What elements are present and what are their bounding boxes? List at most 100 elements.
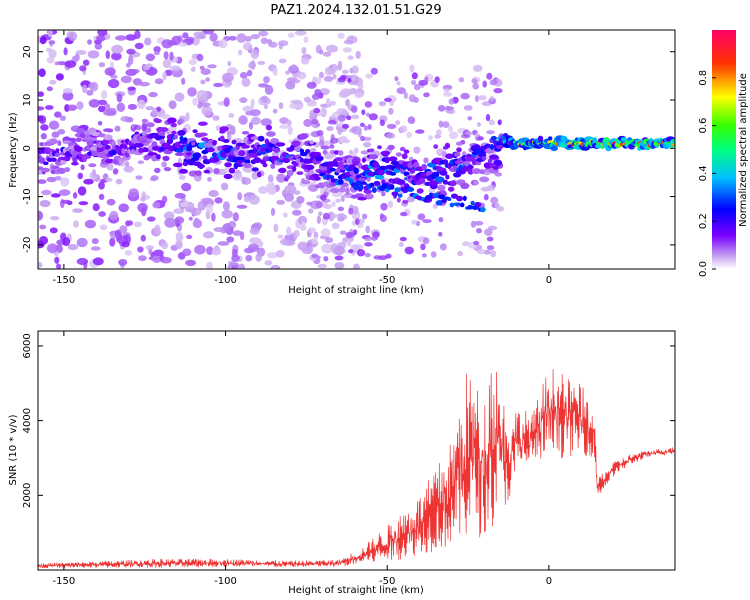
- heatmap-cell: [45, 105, 54, 110]
- heatmap-cell: [169, 65, 181, 71]
- heatmap-cell: [320, 194, 327, 201]
- snr-panel: -150 -100 -50 0 6000 4000 2000 Height of stra…: [8, 330, 676, 596]
- heatmap-cell: [317, 211, 323, 217]
- heatmap-cell: [222, 201, 230, 211]
- x-tick-label: -100: [214, 576, 237, 587]
- heatmap-cell: [476, 136, 484, 141]
- heatmap-cell: [119, 225, 128, 234]
- heatmap-cell: [64, 167, 71, 173]
- heatmap-cell: [479, 176, 490, 183]
- heatmap-cell: [224, 162, 232, 168]
- heatmap-cell: [54, 256, 60, 264]
- heatmap-cell: [354, 91, 364, 99]
- heatmap-cell: [174, 208, 182, 214]
- heatmap-cell: [179, 202, 188, 208]
- heatmap-cell: [206, 261, 213, 269]
- heatmap-cell: [548, 136, 553, 141]
- heatmap-cell: [193, 217, 200, 225]
- heatmap-cell: [330, 137, 339, 144]
- heatmap-cell: [490, 250, 497, 258]
- heatmap-cell: [144, 147, 150, 153]
- heatmap-cell: [304, 164, 315, 170]
- heatmap-cell: [286, 226, 292, 236]
- heatmap-cell: [163, 51, 169, 60]
- heatmap-cell: [303, 36, 309, 43]
- heatmap-cell: [401, 153, 408, 160]
- heatmap-cell: [109, 237, 116, 247]
- heatmap-cell: [46, 47, 53, 53]
- heatmap-cell: [315, 76, 322, 85]
- heatmap-cell: [301, 180, 311, 185]
- heatmap-cell: [351, 114, 360, 120]
- heatmap-cell: [445, 106, 455, 111]
- heatmap-cell: [267, 252, 278, 259]
- heatmap-cell: [38, 236, 49, 245]
- heatmap-cell: [389, 100, 394, 107]
- heatmap-cell: [449, 202, 455, 208]
- heatmap-cell: [167, 117, 177, 124]
- heatmap-cell: [193, 31, 205, 37]
- heatmap-cell: [227, 145, 234, 150]
- heatmap-cell: [379, 213, 384, 219]
- heatmap-cell: [239, 263, 245, 269]
- heatmap-cell: [110, 74, 118, 79]
- heatmap-cell: [374, 174, 385, 180]
- colorbar-ticks: 0.0 0.2 0.4 0.6 0.8: [698, 70, 716, 277]
- heatmap-cell: [339, 186, 346, 193]
- heatmap-cell: [152, 201, 161, 209]
- heatmap-cell: [306, 245, 313, 255]
- heatmap-cell: [194, 244, 206, 255]
- heatmap-cell: [241, 77, 251, 87]
- heatmap-cell: [337, 76, 346, 83]
- heatmap-cell: [346, 239, 352, 247]
- heatmap-cell: [293, 229, 300, 238]
- heatmap-cell: [175, 239, 183, 250]
- heatmap-cell: [348, 249, 354, 254]
- heatmap-cell: [672, 138, 675, 145]
- heatmap-cell: [121, 148, 126, 155]
- heatmap-cell: [41, 167, 51, 173]
- heatmap-cell: [483, 169, 491, 176]
- heatmap-cell: [261, 95, 269, 103]
- heatmap-cell: [423, 92, 430, 98]
- heatmap-cell: [379, 119, 385, 127]
- heatmap-cell: [86, 89, 94, 96]
- heatmap-cell: [128, 188, 139, 198]
- heatmap-cell: [331, 201, 336, 207]
- heatmap-cell: [263, 76, 270, 84]
- heatmap-cell: [92, 257, 104, 266]
- heatmap-cell: [287, 125, 293, 136]
- heatmap-cell: [251, 116, 261, 125]
- spectrogram-y-label: Frequency (Hz): [8, 112, 19, 188]
- y-tick-label: -10: [22, 188, 33, 204]
- heatmap-cell: [365, 73, 373, 79]
- heatmap-cell: [250, 34, 260, 40]
- heatmap-cell: [227, 60, 232, 67]
- heatmap-cell: [284, 184, 297, 194]
- heatmap-cell: [151, 141, 158, 148]
- heatmap-cell: [164, 218, 177, 228]
- heatmap-cell: [73, 220, 79, 228]
- heatmap-cell: [76, 257, 89, 266]
- heatmap-cell: [360, 135, 366, 142]
- heatmap-cell: [291, 79, 301, 84]
- heatmap-cell: [40, 133, 47, 140]
- heatmap-cell: [103, 134, 113, 141]
- heatmap-cell: [399, 146, 406, 152]
- heatmap-cell: [236, 33, 247, 43]
- heatmap-cell: [91, 169, 97, 177]
- heatmap-cell: [144, 37, 152, 46]
- heatmap-cell: [174, 216, 185, 224]
- heatmap-cell: [209, 32, 218, 42]
- heatmap-cell: [207, 64, 217, 69]
- heatmap-cell: [322, 212, 330, 220]
- heatmap-cell: [59, 115, 66, 121]
- heatmap-cell: [443, 92, 453, 97]
- heatmap-cell: [230, 125, 236, 135]
- heatmap-cell: [277, 234, 284, 239]
- heatmap-cell: [378, 101, 387, 107]
- heatmap-cell: [248, 153, 259, 158]
- heatmap-cell: [185, 155, 190, 160]
- heatmap-cell: [272, 108, 278, 114]
- heatmap-cell: [60, 159, 67, 165]
